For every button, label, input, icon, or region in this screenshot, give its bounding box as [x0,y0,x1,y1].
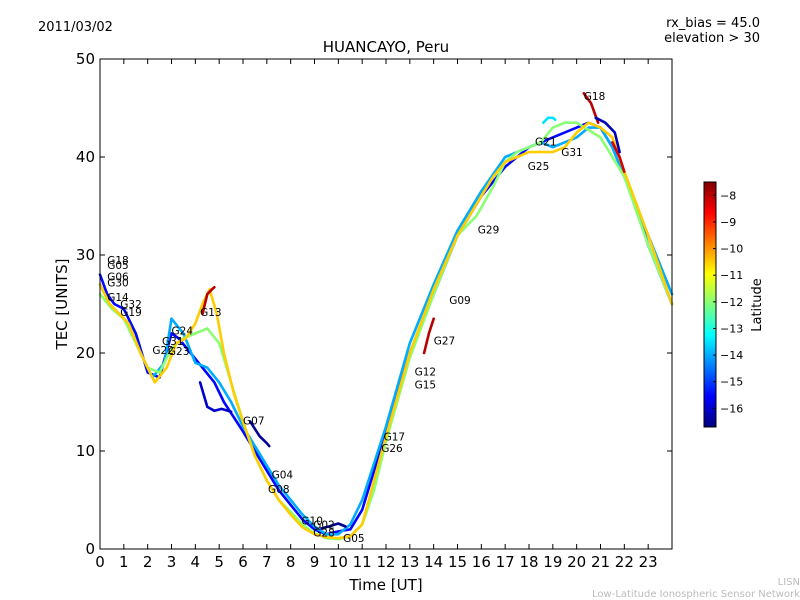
x-tick-label: 22 [615,553,634,571]
y-axis-label: TEC [UNITS] [53,259,71,351]
tec-series-m [320,522,347,530]
y-tick-label: 40 [76,148,95,166]
colorbar-tick-label: −12 [720,296,743,309]
x-tick-label: 5 [214,553,224,571]
x-tick-label: 1 [119,553,129,571]
x-tick-label: 18 [519,553,538,571]
satellite-label-g04: G04 [272,470,294,482]
x-tick-label: 2 [143,553,153,571]
colorbar-tick-label: −8 [720,189,736,202]
colorbar-label: Latitude [750,278,765,332]
satellite-label-g31: G31 [561,147,583,159]
colorbar-tick-label: −14 [720,349,743,362]
tec-series-b [98,126,674,536]
x-tick-label: 21 [591,553,610,571]
series-layer [98,92,674,541]
satellite-label-g15: G15 [415,379,437,391]
satellite-label-g31: G31 [162,336,184,348]
satellite-label-g14: G14 [107,292,129,304]
y-axis-ticks: 0 10 20 30 40 50 [76,50,672,558]
y-tick-label: 20 [76,344,95,362]
x-tick-label: 16 [472,553,491,571]
colorbar-ticks: −8 −9 −10 −11 −12 −13 −14 −15 −16 [713,189,743,415]
tec-series-f [582,92,600,124]
y-tick-label: 50 [76,50,95,68]
satellite-label-g25: G25 [528,161,550,173]
tec-series-h [422,317,435,355]
y-tick-label: 0 [85,540,95,558]
x-tick-label: 20 [567,553,586,571]
y-tick-label: 10 [76,442,95,460]
tec-series-k [542,116,557,124]
tec-series-e [201,286,216,316]
satellite-label-g23: G23 [168,346,190,358]
tec-series-l [594,116,621,154]
x-tick-label: 4 [191,553,201,571]
x-tick-label: 23 [639,553,658,571]
tec-series-i [248,420,271,448]
x-tick-label: 19 [543,553,562,571]
colorbar [704,182,716,427]
satellite-label-g30: G30 [107,277,129,289]
satellite-label-g10: G10 [301,516,323,528]
satellite-label-g07: G07 [243,416,265,428]
satellite-label-g17: G17 [384,431,406,443]
x-tick-label: 12 [376,553,395,571]
x-tick-label: 6 [238,553,248,571]
tec-series-d [98,121,674,540]
x-axis-ticks: 0 1 2 3 4 5 6 7 8 9 10 11 12 13 14 15 16 17 18 19 20 21 22 23 [95,59,658,571]
x-tick-label: 15 [448,553,467,571]
colorbar-tick-label: −9 [720,216,736,229]
colorbar-tick-label: −11 [720,269,743,282]
x-tick-label: 17 [496,553,515,571]
rx-bias-label: rx_bias = 45.0 [666,16,760,31]
tec-series-j [198,381,233,414]
satellite-label-g19: G19 [120,307,142,319]
colorbar-tick-label: −10 [720,243,743,256]
satellite-label-g13: G13 [200,307,222,319]
tec-series-g [611,141,626,173]
satellite-label-g32: G32 [120,299,142,311]
satellite-label-g02: G02 [313,520,335,532]
x-tick-label: 8 [286,553,296,571]
y-tick-label: 30 [76,246,95,264]
satellite-label-g18: G18 [584,91,606,103]
plot-frame [99,58,673,550]
x-tick-label: 7 [262,553,272,571]
satellite-label-g12: G12 [415,367,437,379]
x-tick-label: 3 [167,553,177,571]
x-axis-label: Time [UT] [348,576,422,594]
satellite-label-g26: G26 [381,443,403,455]
elevation-label: elevation > 30 [664,31,760,46]
colorbar-tick-label: −13 [720,322,743,335]
satellite-label-g28: G28 [313,527,335,539]
x-tick-label: 9 [310,553,320,571]
x-tick-label: 14 [424,553,443,571]
chart-title: HUANCAYO, Peru [323,38,449,56]
satellite-label-g21: G21 [535,136,557,148]
satellite-label-g09: G09 [449,295,471,307]
x-tick-label: 10 [329,553,348,571]
x-tick-label: 0 [95,553,105,571]
satellite-label-g24: G24 [172,326,194,338]
colorbar-tick-label: −15 [720,376,743,389]
satellite-label-g05: G05 [343,533,365,545]
lisn-short-label: LISN [778,577,800,588]
satellite-label-g06: G06 [107,272,129,284]
satellite-label-g08: G08 [268,484,290,496]
x-tick-label: 13 [400,553,419,571]
colorbar-tick-label: −16 [720,402,743,415]
satellite-labels: G18G05G06G30G14G32G19G24G31G22G23G13G07G… [107,91,605,545]
colorbar-frame [703,181,717,428]
satellite-label-g05: G05 [107,260,129,272]
x-tick-label: 11 [353,553,372,571]
satellite-label-g29: G29 [478,225,500,237]
date-label: 2011/03/02 [38,20,113,35]
satellite-label-g22: G22 [152,345,174,357]
satellite-label-g18: G18 [107,255,129,267]
lisn-long-label: Low-Latitude Ionospheric Sensor Network [592,589,800,600]
satellite-label-g27: G27 [434,335,456,347]
